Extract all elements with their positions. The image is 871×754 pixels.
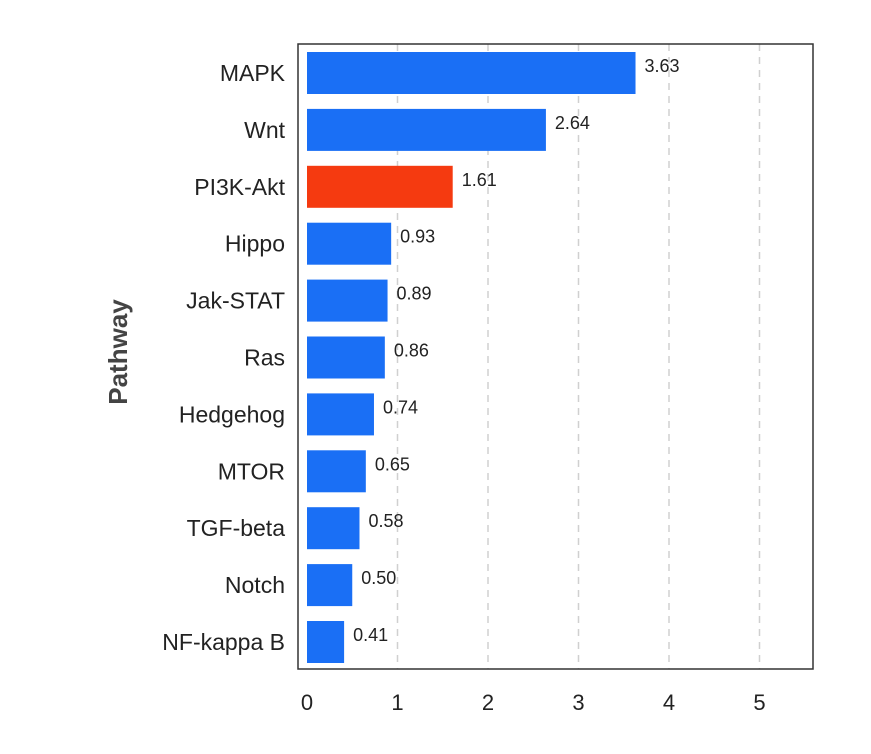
category-label-nf-kappa-b: NF-kappa B [162,629,285,655]
bar-hippo [307,222,392,265]
value-label-pi3k-akt: 1.61 [462,170,497,190]
value-label-mtor: 0.65 [375,454,410,474]
bar-hedgehog [307,393,374,436]
x-tick-label-2: 2 [482,690,494,715]
category-label-hedgehog: Hedgehog [179,401,285,427]
x-tick-labels: 0 1 2 3 4 5 [301,690,766,715]
value-label-hippo: 0.93 [400,227,435,247]
plot-frame [297,43,814,670]
value-label-jak-stat: 0.89 [397,284,432,304]
category-label-pi3k-akt: PI3K-Akt [194,174,285,200]
value-label-mapk: 3.63 [645,56,680,76]
category-label-hippo: Hippo [225,231,285,257]
y-axis-title: Pathway [103,299,133,405]
x-tick-label-5: 5 [753,690,765,715]
bar-notch [307,564,353,607]
category-label-wnt: Wnt [244,117,286,143]
value-label-wnt: 2.64 [555,113,590,133]
x-tick-label-4: 4 [663,690,675,715]
bar-nf-kappa-b [307,621,345,663]
bar-wnt [307,108,546,151]
category-label-ras: Ras [244,345,285,371]
x-tick-label-3: 3 [572,690,584,715]
value-label-hedgehog: 0.74 [383,397,418,417]
bar-mtor [307,450,366,493]
bars [307,52,636,663]
value-label-ras: 0.86 [394,341,429,361]
bar-ras [307,336,385,379]
value-label-nf-kappa-b: 0.41 [353,625,388,645]
value-label-notch: 0.50 [361,568,396,588]
bar-pi3k-akt [307,165,453,208]
bar-jak-stat [307,279,388,322]
category-label-mtor: MTOR [218,458,285,484]
category-labels: MAPK Wnt PI3K-Akt Hippo Jak-STAT Ras Hedgehog M… [162,60,285,655]
x-tick-label-0: 0 [301,690,313,715]
bar-tgf-beta [307,507,360,550]
x-tick-label-1: 1 [391,690,403,715]
category-label-jak-stat: Jak-STAT [186,288,285,314]
bar-mapk [307,52,636,94]
value-label-tgf-beta: 0.58 [368,511,403,531]
category-label-notch: Notch [225,572,285,598]
value-labels: 3.63 2.64 1.61 0.93 0.89 0.86 0.74 0.65 0.58 0.50… [353,56,679,645]
category-label-tgf-beta: TGF-beta [187,515,286,541]
category-label-mapk: MAPK [220,60,286,86]
